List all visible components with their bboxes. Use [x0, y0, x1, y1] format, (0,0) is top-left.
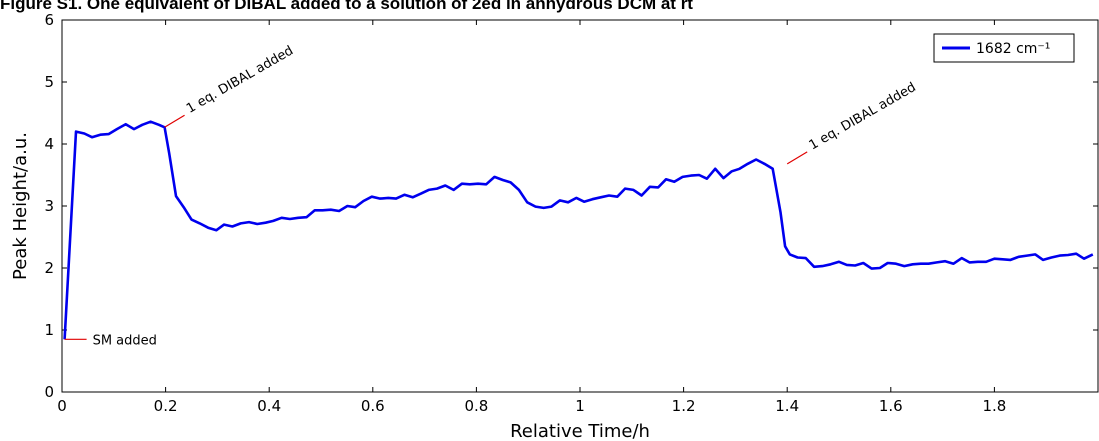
series-group: [63, 120, 1094, 340]
legend: 1682 cm⁻¹: [933, 33, 1075, 63]
series-line: [63, 120, 1094, 340]
x-axis-label: Relative Time/h: [510, 421, 650, 441]
y-tick-label: 0: [44, 383, 54, 401]
axis-ticks: 0 0.2 0.4 0.6 0.8 1 1.2 1.4 1.6 1.8 0 1 2 3 4 5 6: [44, 11, 1098, 415]
annotation-label: SM added: [93, 333, 157, 348]
x-tick-label: 0.6: [361, 397, 385, 415]
annotation-label: 1 eq. DIBAL added: [807, 80, 919, 153]
x-tick-label: 0: [57, 397, 67, 415]
x-tick-label: 1.6: [879, 397, 903, 415]
y-tick-label: 4: [44, 135, 54, 153]
x-tick-label: 0.2: [154, 397, 178, 415]
y-tick-label: 2: [44, 259, 54, 277]
x-tick-label: 1: [575, 397, 585, 415]
plot-frame: [61, 19, 1099, 393]
figure-title: Figure S1. One equivalent of DIBAL added…: [0, 0, 693, 13]
plot-axes: [61, 19, 1099, 393]
y-tick-label: 1: [44, 321, 54, 339]
y-tick-label: 6: [44, 11, 54, 29]
y-tick-label: 3: [44, 197, 54, 215]
annotation-leader: [786, 151, 808, 165]
x-tick-label: 1.4: [775, 397, 799, 415]
annotation-label: 1 eq. DIBAL added: [184, 43, 296, 116]
x-tick-label: 0.4: [257, 397, 281, 415]
x-tick-label: 0.8: [464, 397, 488, 415]
x-tick-label: 1.8: [982, 397, 1006, 415]
x-tick-label: 1.2: [672, 397, 696, 415]
y-axis-label: Peak Height/a.u.: [10, 132, 31, 280]
annotation-group: SM added 1 eq. DIBAL added 1 eq. DIBAL add…: [64, 43, 919, 348]
y-tick-label: 5: [44, 73, 54, 91]
annotation-leader: [164, 114, 185, 128]
legend-label: 1682 cm⁻¹: [976, 41, 1050, 57]
